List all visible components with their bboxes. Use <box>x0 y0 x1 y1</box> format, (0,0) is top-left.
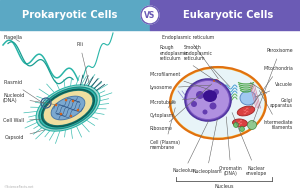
Ellipse shape <box>42 89 94 127</box>
Ellipse shape <box>187 81 229 119</box>
Text: Flagella: Flagella <box>4 36 23 42</box>
Text: Nucleus: Nucleus <box>214 184 234 189</box>
Bar <box>0 0 150 30</box>
Text: Peroxisome: Peroxisome <box>253 48 293 122</box>
Circle shape <box>239 126 244 131</box>
Bar <box>0 30 300 193</box>
Text: Lysosome: Lysosome <box>150 85 210 91</box>
Circle shape <box>202 109 208 114</box>
Circle shape <box>233 123 238 128</box>
Text: Capsoid: Capsoid <box>5 130 45 141</box>
Text: VS: VS <box>144 10 156 19</box>
Text: Golgi
apparatus: Golgi apparatus <box>250 83 293 108</box>
Text: Nuclear
envelope: Nuclear envelope <box>232 113 267 176</box>
Ellipse shape <box>44 91 92 125</box>
Circle shape <box>77 109 79 111</box>
Ellipse shape <box>237 106 255 116</box>
Text: Eukaryotic Cells: Eukaryotic Cells <box>183 10 273 20</box>
Text: ©ScienceFacts.net: ©ScienceFacts.net <box>4 185 34 189</box>
Text: Endoplasmic reticulum: Endoplasmic reticulum <box>162 35 218 79</box>
Text: Cell Wall: Cell Wall <box>3 119 41 124</box>
Ellipse shape <box>240 91 256 105</box>
Circle shape <box>213 89 219 95</box>
Text: Cytoplasm: Cytoplasm <box>150 100 174 118</box>
Circle shape <box>219 84 221 86</box>
Circle shape <box>201 88 203 90</box>
Circle shape <box>206 84 214 91</box>
Text: Vacuole: Vacuole <box>256 82 293 97</box>
Circle shape <box>196 91 204 99</box>
Circle shape <box>213 80 215 82</box>
Circle shape <box>191 101 197 107</box>
Text: Rough
endoplasmic
reticulum: Rough endoplasmic reticulum <box>160 45 221 84</box>
Circle shape <box>209 102 217 109</box>
Ellipse shape <box>39 87 97 129</box>
Text: Microfilament: Microfilament <box>150 73 210 90</box>
Ellipse shape <box>185 79 231 121</box>
Ellipse shape <box>203 90 217 102</box>
Text: Nucleoid
(DNA): Nucleoid (DNA) <box>3 93 55 105</box>
Text: Nucleolus: Nucleolus <box>173 120 209 174</box>
Ellipse shape <box>36 85 100 131</box>
Text: Cell (Plasma)
membrane: Cell (Plasma) membrane <box>150 108 180 150</box>
Ellipse shape <box>232 119 247 127</box>
Circle shape <box>225 94 227 96</box>
Text: Intermediate
filaments: Intermediate filaments <box>259 91 293 130</box>
Circle shape <box>55 104 57 106</box>
Circle shape <box>141 6 159 24</box>
Text: Plasmid: Plasmid <box>3 80 44 103</box>
Circle shape <box>212 80 220 86</box>
Text: Chromatin
(DNA): Chromatin (DNA) <box>219 117 243 176</box>
Text: Pili: Pili <box>76 42 89 84</box>
Circle shape <box>70 115 72 117</box>
Bar <box>150 0 300 30</box>
Text: Mitochondria: Mitochondria <box>250 67 293 109</box>
Ellipse shape <box>170 67 266 139</box>
Circle shape <box>60 113 62 115</box>
Circle shape <box>72 100 74 102</box>
Circle shape <box>65 99 67 101</box>
Text: Prokaryotic Cells: Prokaryotic Cells <box>22 10 118 20</box>
Text: Microtubule: Microtubule <box>150 98 195 104</box>
Ellipse shape <box>51 96 85 120</box>
Text: Ribosome: Ribosome <box>150 84 212 131</box>
Text: Nucleoplasm: Nucleoplasm <box>192 119 222 174</box>
Text: Smooth
endoplasmic
reticulum: Smooth endoplasmic reticulum <box>184 45 230 87</box>
Circle shape <box>248 120 256 130</box>
Ellipse shape <box>172 69 265 137</box>
